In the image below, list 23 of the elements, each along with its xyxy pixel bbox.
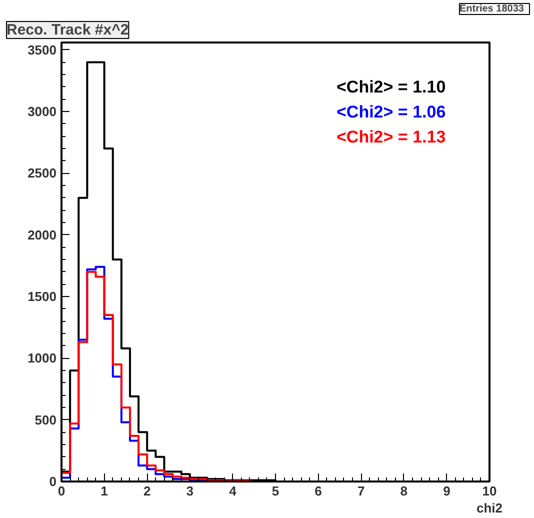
x-tick-label: 8 bbox=[400, 484, 408, 498]
x-tick-label: 5 bbox=[272, 484, 280, 498]
y-tick-label: 2500 bbox=[28, 166, 56, 181]
x-tick-label: 1 bbox=[100, 484, 108, 498]
y-tick-label: 3500 bbox=[28, 42, 56, 58]
x-tick-label: 2 bbox=[143, 484, 151, 498]
y-tick-label: 500 bbox=[34, 412, 57, 428]
y-tick-label: 3000 bbox=[28, 104, 56, 120]
y-tick-label: 0 bbox=[49, 474, 57, 489]
x-axis-title: chi2 bbox=[476, 500, 503, 516]
x-tick-label: 9 bbox=[443, 484, 450, 498]
x-tick-label: 7 bbox=[357, 484, 365, 498]
text: <Chi2> = 1.13 bbox=[336, 128, 446, 146]
text: <Chi2> = 1.06 bbox=[336, 102, 446, 122]
text: Entries 18033 bbox=[459, 4, 524, 14]
x-tick-label: 4 bbox=[229, 484, 238, 498]
y-tick-label: 1500 bbox=[28, 289, 56, 304]
x-tick-label: 3 bbox=[186, 484, 194, 498]
y-tick-label: 1000 bbox=[28, 350, 56, 366]
x-tick-label: 10 bbox=[482, 484, 497, 498]
text: <Chi2> = 1.10 bbox=[336, 78, 446, 96]
x-tick-label: 6 bbox=[314, 484, 322, 498]
y-tick-label: 2000 bbox=[28, 227, 56, 242]
